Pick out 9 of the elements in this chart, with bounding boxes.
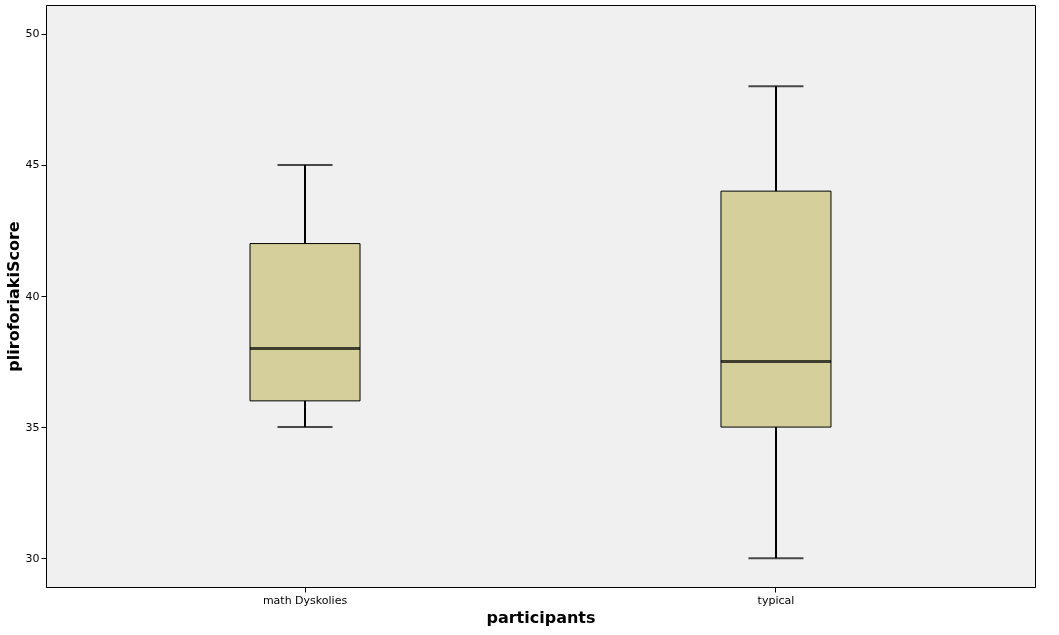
y-tick-label: 40 <box>25 289 40 303</box>
x-tick-label: math Dyskolies <box>262 593 348 607</box>
y-tick-label: 35 <box>25 420 40 434</box>
x-tick-label: typical <box>757 593 795 607</box>
y-tick-label: 30 <box>25 551 40 565</box>
y-axis-title: pliroforiakiScore <box>3 221 23 372</box>
x-axis-title: participants <box>486 607 596 627</box>
y-tick-label: 50 <box>25 27 40 41</box>
y-tick-label: 45 <box>25 158 40 172</box>
